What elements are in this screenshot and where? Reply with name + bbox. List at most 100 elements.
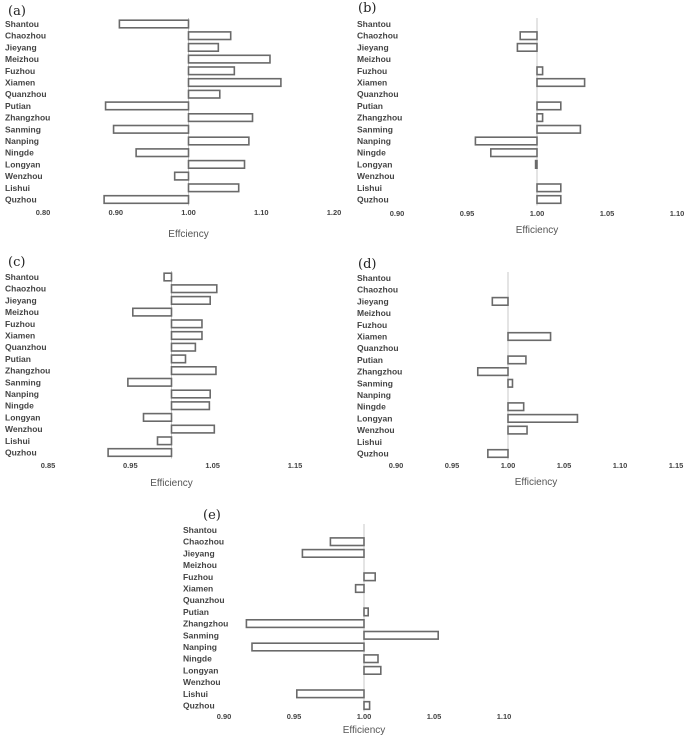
panel-label: (e): [203, 508, 221, 523]
bar: [507, 355, 527, 365]
bar: [487, 448, 509, 459]
bar: [301, 548, 365, 558]
panel-label: (d): [358, 257, 376, 272]
category-label: Lishui: [183, 689, 208, 699]
tick-label: 0.90: [108, 208, 123, 217]
bar: [295, 689, 365, 699]
category-label: Quzhou: [5, 195, 37, 205]
tick-label: 0.90: [389, 461, 404, 470]
bar: [536, 101, 562, 111]
bar: [363, 607, 369, 617]
bar: [187, 89, 221, 99]
category-label: Xiamen: [183, 584, 213, 594]
category-label: Xiamen: [357, 332, 387, 342]
bar: [170, 365, 217, 376]
category-label: Wenzhou: [357, 171, 395, 181]
bar: [118, 19, 190, 29]
category-label: Ningde: [5, 401, 34, 411]
tick-label: 0.95: [445, 461, 460, 470]
tick-label: 1.00: [530, 209, 545, 218]
bar: [519, 31, 538, 41]
category-label: Jieyang: [5, 295, 37, 305]
bar: [187, 31, 232, 41]
bar: [170, 342, 197, 352]
category-label: Meizhou: [357, 308, 391, 318]
category-label: Shantou: [5, 19, 39, 29]
bar: [187, 113, 254, 123]
category-label: Sanming: [183, 630, 219, 640]
category-label: Meizhou: [183, 560, 217, 570]
tick-label: 1.05: [205, 461, 220, 470]
bar: [170, 401, 211, 411]
tick-label: 1.05: [557, 461, 572, 470]
bar: [536, 66, 544, 76]
category-label: Sanming: [5, 124, 41, 134]
tick-label: 0.95: [460, 209, 475, 218]
tick-label: 0.90: [217, 712, 232, 721]
category-label: Longyan: [5, 412, 40, 422]
tick-label: 1.00: [501, 461, 516, 470]
category-label: Zhangzhou: [183, 619, 228, 629]
bar: [187, 136, 250, 146]
category-label: Xiamen: [5, 331, 35, 341]
category-label: Fuzhou: [183, 572, 213, 582]
category-label: Quzhou: [357, 195, 389, 205]
bar: [142, 412, 173, 423]
category-label: Chaozhou: [357, 31, 398, 41]
x-axis-title: Efficiency: [150, 478, 193, 489]
bar: [170, 354, 187, 364]
bar: [187, 183, 240, 193]
category-label: Sanming: [357, 124, 393, 134]
bar: [170, 424, 216, 434]
bar: [170, 319, 203, 329]
bar: [251, 642, 365, 652]
bar: [107, 447, 173, 458]
tick-label: 1.10: [497, 712, 512, 721]
bar: [536, 194, 562, 205]
tick-label: 1.00: [181, 208, 196, 217]
bar: [363, 572, 376, 582]
category-label: Quzhou: [183, 701, 215, 711]
category-label: Ningde: [357, 148, 386, 158]
bar: [476, 366, 509, 377]
category-label: Wenzhou: [5, 424, 43, 434]
category-label: Putian: [5, 101, 31, 111]
category-label: Ningde: [357, 402, 386, 412]
category-label: Lishui: [357, 183, 382, 193]
category-label: Wenzhou: [183, 677, 221, 687]
bar: [536, 183, 562, 193]
category-label: Chaozhou: [183, 537, 224, 547]
bar: [187, 159, 246, 170]
category-label: Zhangzhou: [5, 113, 50, 123]
category-label: Putian: [357, 101, 383, 111]
category-label: Longyan: [357, 413, 392, 423]
category-label: Wenzhou: [357, 425, 395, 435]
bar: [112, 124, 190, 134]
bar: [104, 101, 190, 111]
category-label: Shantou: [183, 525, 217, 535]
category-label: Quanzhou: [357, 343, 399, 353]
category-label: Meizhou: [357, 54, 391, 64]
bar: [187, 66, 236, 76]
bar: [474, 136, 538, 146]
bar: [170, 330, 203, 341]
category-label: Putian: [5, 354, 31, 364]
panel-label: (c): [8, 255, 25, 270]
category-label: Wenzhou: [5, 171, 43, 181]
category-label: Zhangzhou: [357, 113, 402, 123]
x-axis-title: Efficiency: [516, 225, 559, 236]
bar: [363, 665, 382, 675]
category-label: Lishui: [357, 437, 382, 447]
category-label: Zhangzhou: [357, 367, 402, 377]
category-label: Chaozhou: [5, 284, 46, 294]
panel-label: (b): [358, 1, 376, 16]
bar: [127, 377, 173, 387]
bar: [363, 700, 371, 711]
category-label: Fuzhou: [357, 320, 387, 330]
tick-label: 1.15: [669, 461, 684, 470]
bar: [187, 54, 271, 64]
category-label: Lishui: [5, 183, 30, 193]
bar: [507, 402, 525, 412]
bar: [534, 159, 538, 170]
